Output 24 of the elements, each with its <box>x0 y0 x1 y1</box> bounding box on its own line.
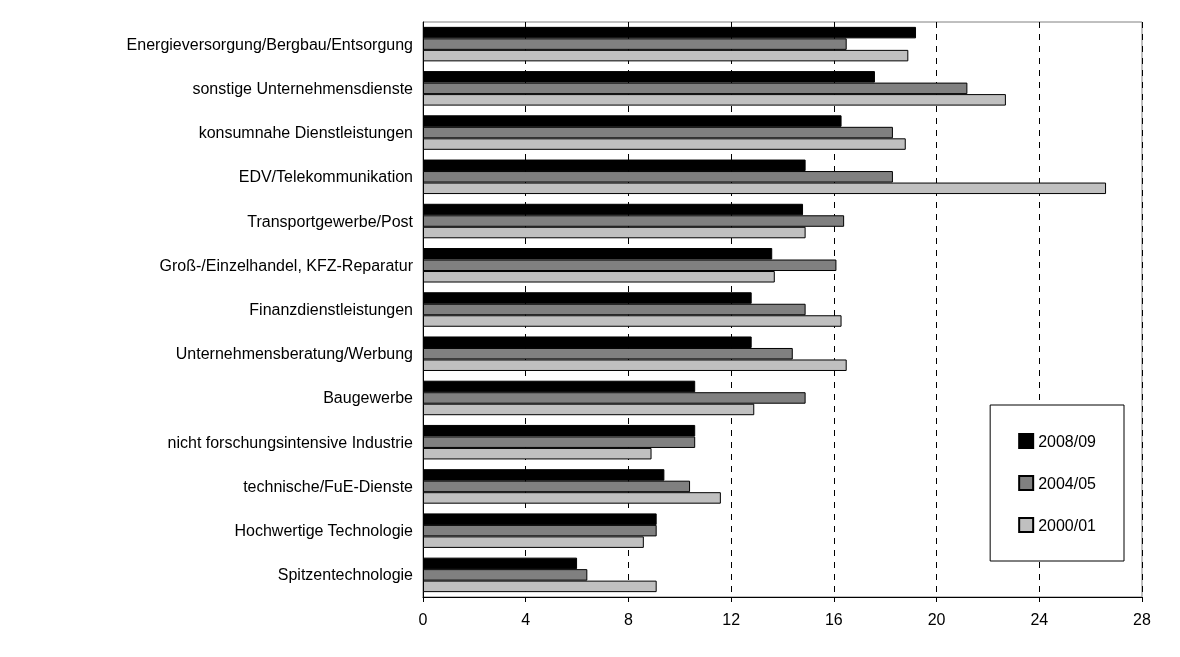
y-tick-label: Groß-/Einzelhandel, KFZ-Reparatur <box>159 256 414 274</box>
y-tick-label: konsumnahe Dienstleistungen <box>198 124 413 142</box>
y-tick-label: Finanzdienstleistungen <box>249 301 413 318</box>
legend-label: 2008/09 <box>1038 432 1097 450</box>
y-tick-label: nicht forschungsintensive Industrie <box>167 433 414 451</box>
y-tick-label: sonstige Unternehmensdienste <box>192 79 414 97</box>
y-tick-label: Energieversorgung/Bergbau/Entsorgung <box>126 35 413 53</box>
x-tick-label: 12 <box>722 610 741 628</box>
y-tick-label: technische/FuE-Dienste <box>243 477 414 495</box>
y-tick-label: EDV/Telekommunikation <box>238 168 413 186</box>
x-tick-label: 4 <box>521 610 531 628</box>
y-tick-label: Spitzentechnologie <box>277 566 414 584</box>
y-tick-label: Unternehmensberatung/Werbung <box>175 345 413 363</box>
y-tick-label: Transportgewerbe/Post <box>247 212 414 230</box>
y-tick-label: Baugewerbe <box>323 389 414 407</box>
x-tick-label: 16 <box>824 610 843 628</box>
x-tick-label: 24 <box>1030 610 1049 628</box>
x-tick-label: 28 <box>1133 610 1151 628</box>
legend-label: 2004/05 <box>1038 474 1097 492</box>
x-tick-label: 20 <box>927 610 946 628</box>
y-tick-label: Hochwertige Technologie <box>234 522 414 540</box>
x-tick-label: 8 <box>623 610 633 628</box>
x-tick-label: 0 <box>418 610 428 628</box>
legend-label: 2000/01 <box>1038 516 1097 534</box>
